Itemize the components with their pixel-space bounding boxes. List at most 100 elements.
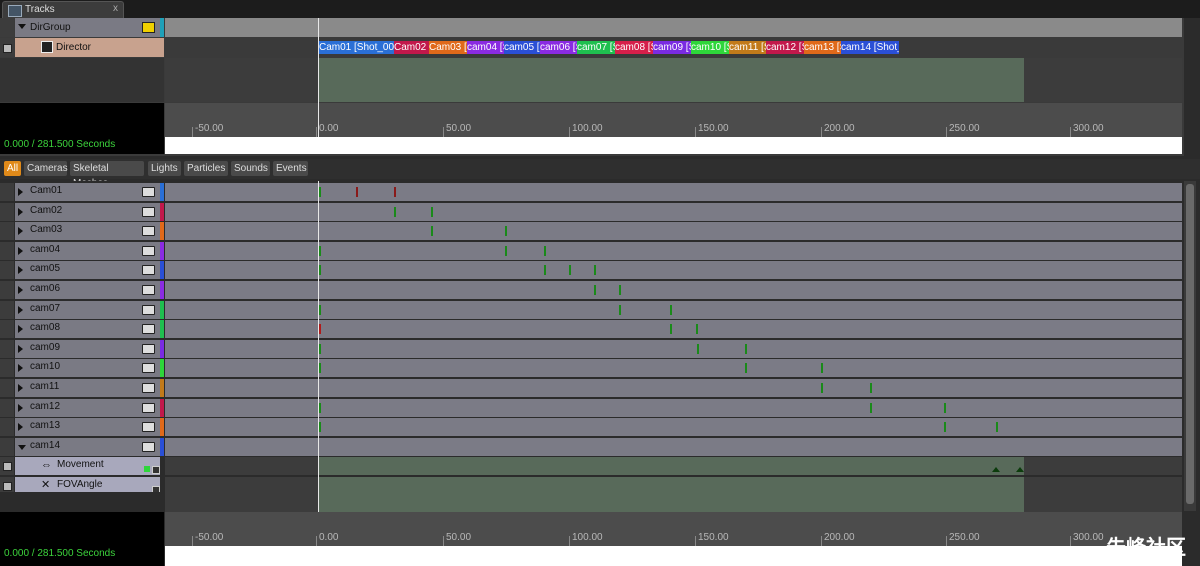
keyframe-marker[interactable]	[544, 245, 546, 256]
keyframe-marker[interactable]	[745, 343, 747, 354]
shot-block[interactable]: cam10 [Shot_01	[691, 41, 729, 54]
director-row[interactable]: Director	[15, 38, 164, 57]
keyframe-marker[interactable]	[594, 285, 596, 295]
keyframe-marker[interactable]	[544, 265, 546, 276]
expand-arrow-icon[interactable]	[18, 207, 23, 216]
track-row-cam05[interactable]: cam05	[15, 261, 160, 280]
track-time-area[interactable]	[165, 241, 1182, 260]
vertical-scrollbar[interactable]	[1184, 181, 1196, 511]
expand-arrow-icon[interactable]	[18, 403, 23, 412]
filter-button-skeletal-meshes[interactable]: Skeletal Meshes	[70, 161, 144, 189]
keyframe-marker[interactable]	[569, 265, 571, 276]
folder-icon[interactable]	[142, 206, 155, 217]
track-checkbox[interactable]	[3, 482, 12, 491]
shot-block[interactable]: cam06 [Shot_00	[540, 41, 577, 54]
shot-block[interactable]: cam11 [Shot_01	[729, 41, 766, 54]
track-row-cam08[interactable]: cam08	[15, 320, 160, 339]
keyframe-marker[interactable]	[394, 206, 396, 217]
track-row-cam01[interactable]: Cam01	[15, 183, 160, 201]
expand-arrow-icon[interactable]	[18, 423, 23, 432]
collapse-arrow-icon[interactable]	[18, 444, 26, 450]
playhead-line-lower[interactable]	[318, 181, 319, 512]
keyframe-marker[interactable]	[821, 363, 823, 374]
track-time-area[interactable]	[165, 339, 1182, 358]
track-time-area[interactable]	[165, 281, 1182, 299]
scroll-track-lower[interactable]	[165, 546, 1182, 566]
keyframe-marker[interactable]	[431, 226, 433, 237]
track-time-area[interactable]	[165, 379, 1182, 397]
track-row-cam07[interactable]: cam07	[15, 300, 160, 319]
folder-icon[interactable]	[142, 245, 155, 256]
track-row-cam03[interactable]: Cam03	[15, 222, 160, 241]
track-row-cam09[interactable]: cam09	[15, 339, 160, 358]
track-time-area[interactable]	[165, 437, 1182, 456]
folder-icon[interactable]	[142, 402, 155, 413]
shot-block[interactable]: cam12 [Shot_01	[766, 41, 804, 54]
tab-tracks[interactable]: Tracks x	[2, 1, 124, 19]
dirgroup-time-area[interactable]	[165, 18, 1182, 37]
track-checkbox[interactable]	[3, 462, 12, 472]
keyframe-marker[interactable]	[992, 467, 1000, 473]
track-row-cam10[interactable]: cam10	[15, 359, 160, 378]
expand-arrow-icon[interactable]	[18, 305, 23, 314]
track-row-cam04[interactable]: cam04	[15, 241, 160, 260]
scrollbar-thumb[interactable]	[1186, 184, 1194, 504]
keyframe-marker[interactable]	[870, 383, 872, 393]
shot-block[interactable]: Cam02 [Shot_00	[394, 41, 429, 54]
track-checkbox[interactable]	[3, 44, 12, 53]
track-time-area[interactable]	[165, 359, 1182, 378]
keyframe-marker[interactable]	[505, 245, 507, 256]
filter-button-all[interactable]: All	[4, 161, 21, 176]
scroll-track-upper[interactable]	[165, 137, 1182, 154]
folder-icon[interactable]	[142, 363, 155, 374]
shot-block[interactable]: cam09 [Shot_00	[653, 41, 691, 54]
track-time-area[interactable]	[165, 398, 1182, 417]
upper-track-area[interactable]	[165, 58, 1182, 102]
keyframe-marker[interactable]	[870, 402, 872, 413]
keyframe-marker[interactable]	[319, 363, 321, 374]
keyframe-marker[interactable]	[821, 383, 823, 393]
expand-arrow-icon[interactable]	[18, 325, 23, 334]
keyframe-marker[interactable]	[356, 187, 358, 197]
shot-block[interactable]: cam13 [Shot_01	[804, 41, 841, 54]
shot-block[interactable]: Cam01 [Shot_00	[319, 41, 394, 54]
expand-arrow-icon[interactable]	[18, 344, 23, 353]
close-icon[interactable]: x	[113, 3, 118, 14]
folder-icon[interactable]	[142, 441, 155, 452]
keyframe-marker[interactable]	[944, 402, 946, 413]
subtrack-time-area[interactable]	[165, 477, 1182, 495]
filter-button-lights[interactable]: Lights	[148, 161, 181, 176]
track-time-area[interactable]	[165, 300, 1182, 319]
playhead-line[interactable]	[318, 18, 319, 137]
track-time-area[interactable]	[165, 183, 1182, 201]
keyframe-marker[interactable]	[319, 422, 321, 433]
keyframe-marker[interactable]	[505, 226, 507, 237]
expand-arrow-icon[interactable]	[18, 246, 23, 255]
shot-block[interactable]: cam14 [Shot_0140]	[841, 41, 899, 54]
expand-arrow-icon[interactable]	[18, 286, 23, 294]
keyframe-marker[interactable]	[319, 245, 321, 256]
keyframe-marker[interactable]	[431, 206, 433, 217]
keyframe-marker[interactable]	[394, 187, 396, 197]
track-row-cam11[interactable]: cam11	[15, 379, 160, 397]
shot-block[interactable]: cam04 [Shot_00	[467, 41, 504, 54]
shot-block[interactable]: cam05 [Shot_00	[504, 41, 540, 54]
keyframe-marker[interactable]	[697, 343, 699, 354]
expand-arrow-icon[interactable]	[18, 266, 23, 275]
folder-icon[interactable]	[142, 265, 155, 276]
empty-track-area[interactable]	[165, 492, 1182, 512]
track-row-cam06[interactable]: cam06	[15, 281, 160, 299]
track-row-cam13[interactable]: cam13	[15, 418, 160, 437]
shot-block[interactable]: cam07 [Shot_00	[577, 41, 615, 54]
folder-icon[interactable]	[142, 22, 155, 33]
folder-icon[interactable]	[142, 226, 155, 237]
keyframe-marker[interactable]	[319, 304, 321, 315]
keyframe-marker[interactable]	[619, 285, 621, 295]
filter-button-sounds[interactable]: Sounds	[231, 161, 270, 176]
time-ruler-lower[interactable]: -50.00 0.00 50.00 100.00 150.00 200.00 250.00 3…	[165, 512, 1182, 546]
keyframe-marker[interactable]	[696, 324, 698, 335]
subtrack-row-fovangle[interactable]: ✕ FOVAngle	[15, 477, 160, 495]
keyframe-marker[interactable]	[745, 363, 747, 374]
filter-button-particles[interactable]: Particles	[184, 161, 228, 176]
keyframe-marker[interactable]	[319, 402, 321, 413]
